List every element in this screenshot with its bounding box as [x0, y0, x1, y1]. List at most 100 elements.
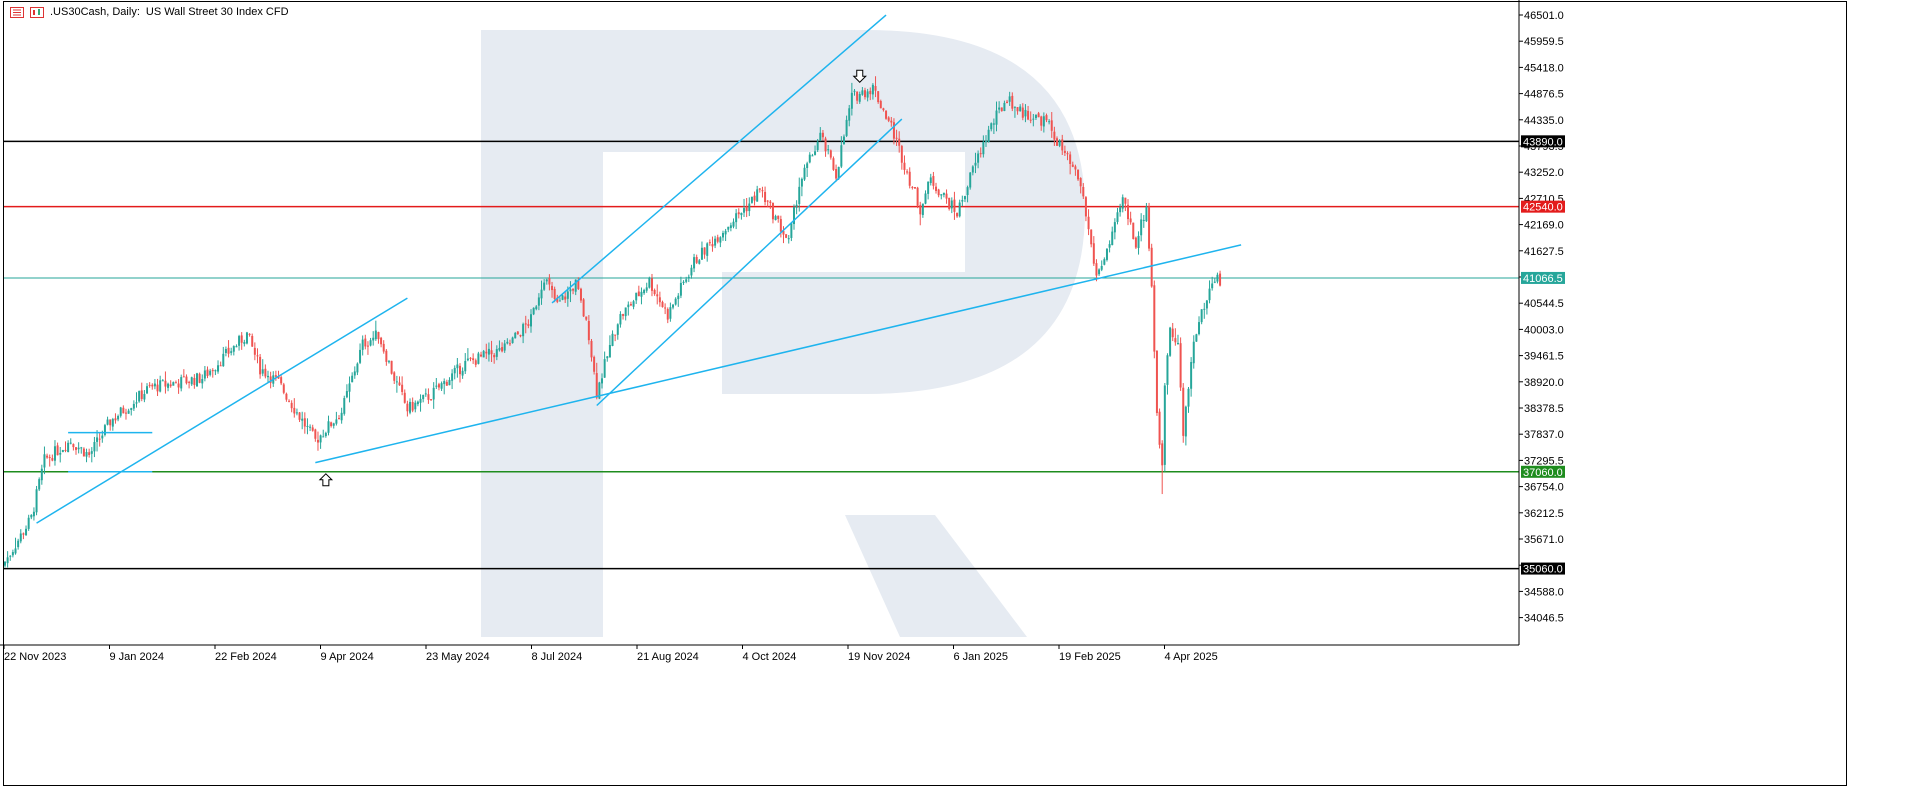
- candle-body: [90, 451, 93, 454]
- candle: [480, 351, 483, 358]
- candle-body: [82, 448, 85, 457]
- candle: [945, 189, 948, 204]
- candle: [1034, 114, 1037, 120]
- candle-body: [401, 384, 404, 392]
- candle-body: [64, 449, 67, 451]
- candle-body: [343, 398, 346, 414]
- candle: [219, 361, 222, 367]
- candle: [506, 338, 509, 345]
- candle-body: [245, 332, 248, 344]
- candle-body: [740, 212, 743, 216]
- candle-body: [1190, 362, 1193, 389]
- candle-body: [385, 350, 388, 362]
- candle: [572, 288, 575, 295]
- candle-body: [17, 540, 20, 548]
- candle-body: [193, 377, 196, 385]
- candle-body: [1087, 216, 1090, 230]
- candle-body: [72, 444, 75, 448]
- candle-body: [619, 314, 622, 325]
- candle-body: [1150, 247, 1153, 287]
- candle-body: [524, 323, 527, 325]
- candle: [545, 278, 548, 285]
- candle: [698, 258, 701, 265]
- y-tick-label: 38920.0: [1524, 377, 1564, 389]
- candle: [372, 331, 375, 346]
- candle: [950, 197, 953, 214]
- candle-body: [948, 197, 951, 209]
- candle-body: [259, 356, 262, 375]
- candle: [819, 127, 822, 142]
- candle-body: [480, 354, 483, 357]
- candle-body: [1184, 406, 1187, 437]
- candle: [1190, 357, 1193, 397]
- candle-body: [437, 384, 440, 388]
- candle: [243, 339, 246, 347]
- candle: [882, 107, 885, 112]
- candle-body: [419, 398, 422, 403]
- candle-body: [743, 208, 746, 213]
- candle: [364, 334, 367, 350]
- candle: [40, 464, 43, 485]
- candle-body: [640, 291, 643, 297]
- candle: [377, 331, 380, 344]
- candle-body: [35, 489, 38, 513]
- candle-body: [432, 387, 435, 400]
- table-icon[interactable]: [10, 6, 24, 18]
- candle-body: [1092, 243, 1095, 264]
- candle: [148, 382, 151, 388]
- candle: [451, 369, 454, 390]
- candle-body: [711, 244, 714, 247]
- candle-body: [885, 110, 888, 119]
- chart-type-icon[interactable]: [30, 6, 44, 18]
- candle-body: [724, 230, 727, 235]
- candle-body: [545, 279, 548, 282]
- candle: [209, 368, 212, 377]
- candle: [411, 397, 414, 413]
- candle-body: [230, 351, 233, 353]
- candle: [737, 208, 740, 219]
- candle: [1037, 111, 1040, 118]
- candle: [719, 236, 722, 248]
- candle: [1013, 106, 1016, 118]
- candle-body: [650, 278, 653, 291]
- candle: [90, 447, 93, 463]
- candle: [724, 228, 727, 242]
- candle: [658, 291, 661, 307]
- candle-body: [180, 377, 183, 389]
- candle: [614, 334, 617, 342]
- candle: [430, 399, 433, 401]
- candle: [608, 335, 611, 358]
- candle-body: [114, 418, 117, 421]
- candle: [1000, 107, 1003, 112]
- candle: [785, 233, 788, 239]
- candle-body: [211, 369, 214, 372]
- candle-body: [1040, 116, 1043, 126]
- candle-body: [448, 379, 451, 386]
- candle-body: [924, 193, 927, 204]
- level-price-label: 42540.0: [1523, 202, 1563, 214]
- candle-body: [856, 91, 859, 101]
- candle: [787, 234, 790, 244]
- candle: [874, 76, 877, 98]
- candle-body: [264, 368, 267, 377]
- candle: [650, 273, 653, 297]
- candle: [67, 440, 70, 453]
- candle-body: [458, 365, 461, 375]
- candle-body: [1069, 154, 1072, 165]
- candle-body: [4, 561, 6, 566]
- candle-body: [703, 247, 706, 255]
- candle-body: [708, 242, 711, 244]
- candle: [687, 274, 690, 283]
- candle-body: [669, 307, 672, 319]
- candle: [895, 129, 898, 146]
- candle-body: [832, 158, 835, 170]
- candle: [782, 226, 785, 244]
- candle: [180, 374, 183, 392]
- candle-body: [188, 381, 191, 383]
- candle-body: [698, 260, 701, 264]
- candle-body: [990, 123, 993, 130]
- candle: [53, 440, 56, 466]
- candle: [519, 334, 522, 338]
- candle-body: [898, 138, 901, 146]
- y-tick-label: 46501.0: [1524, 10, 1564, 22]
